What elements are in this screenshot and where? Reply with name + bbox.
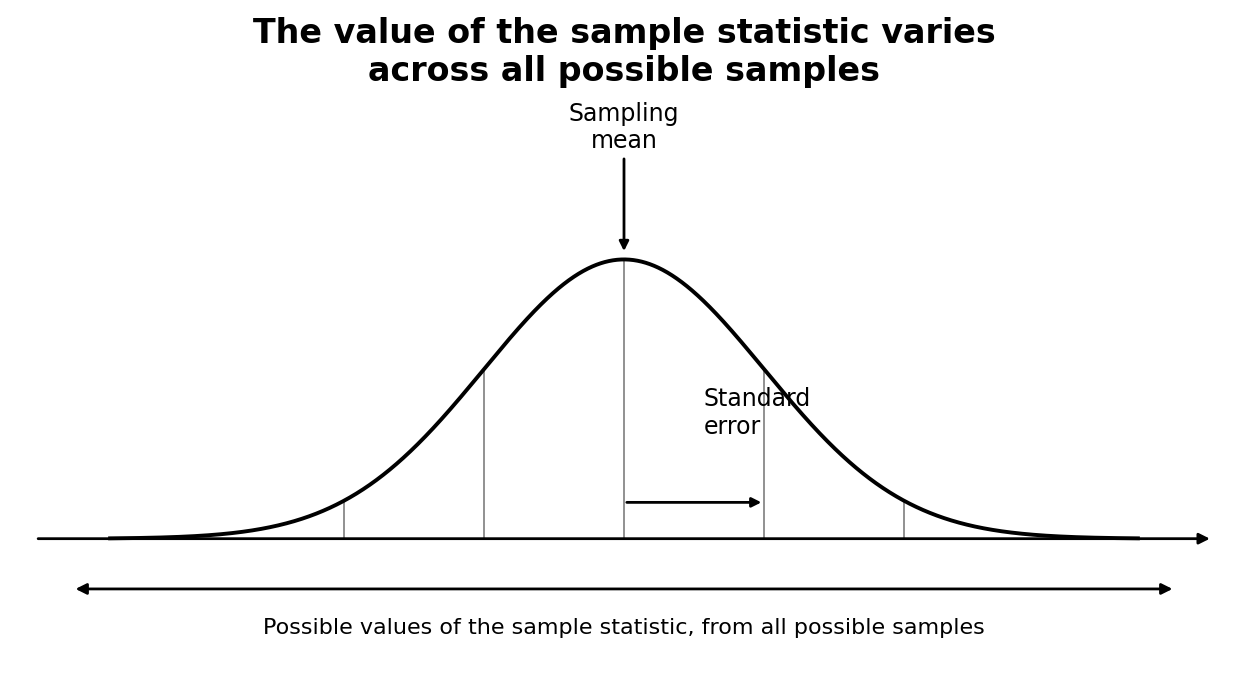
Title: The value of the sample statistic varies
across all possible samples: The value of the sample statistic varies… bbox=[252, 16, 996, 88]
Text: Standard
error: Standard error bbox=[704, 387, 811, 439]
Text: Possible values of the sample statistic, from all possible samples: Possible values of the sample statistic,… bbox=[263, 618, 985, 638]
Text: Sampling
mean: Sampling mean bbox=[569, 101, 679, 248]
